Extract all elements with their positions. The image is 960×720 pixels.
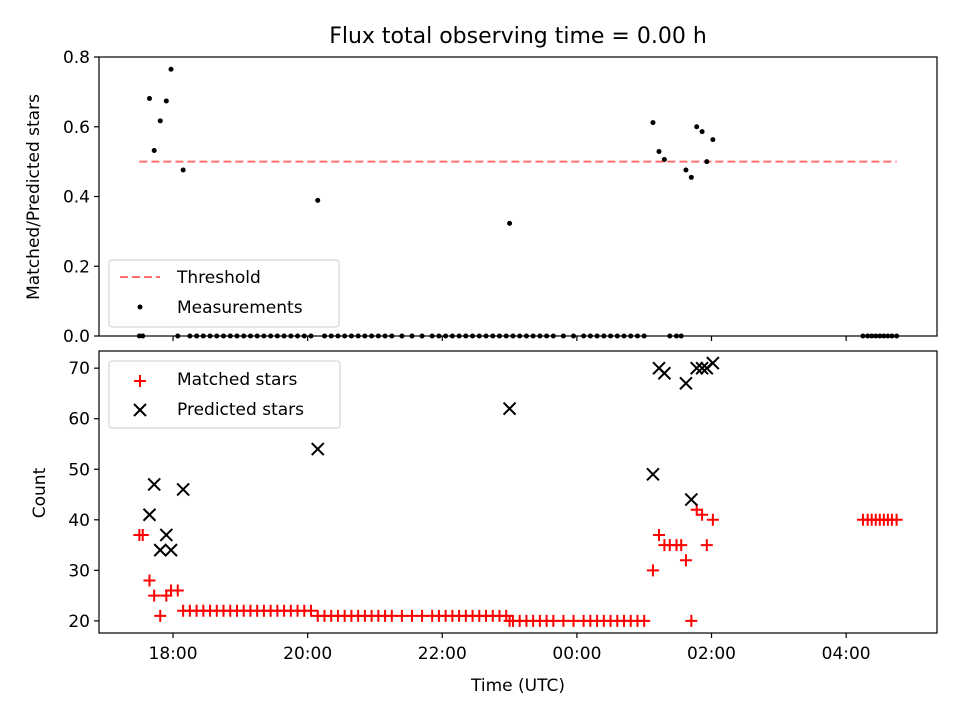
- bottom-plot-frame: [98, 350, 938, 634]
- measurement-point: [168, 66, 174, 72]
- matched-star-point: [646, 564, 659, 577]
- bottom-y-tick-label: 20: [68, 612, 90, 632]
- measurement-point: [163, 98, 169, 104]
- legend-measurements-label: Measurements: [177, 298, 303, 318]
- top-y-tick-label: 0.6: [63, 118, 90, 138]
- predicted-star-point: [706, 356, 720, 370]
- legend-predicted-label: Predicted stars: [177, 400, 304, 420]
- bottom-y-tick-label: 70: [68, 359, 90, 379]
- predicted-star-point: [159, 528, 174, 542]
- top-y-tick-label: 0.2: [63, 257, 90, 277]
- legend-predicted-swatch: [133, 403, 147, 417]
- top-legend: Threshold Measurements: [108, 259, 340, 328]
- bottom-y-tick-label: 30: [68, 561, 90, 581]
- legend-measurements-swatch: [137, 304, 143, 310]
- measurement-point: [650, 120, 656, 126]
- x-tick-label: 04:00: [822, 644, 871, 664]
- predicted-star-point: [142, 508, 157, 522]
- top-axis-ticks: 0.0 0.2 0.4 0.6 0.8: [63, 48, 847, 347]
- matched-star-point: [136, 528, 149, 541]
- predicted-star-point: [684, 492, 699, 507]
- matched-star-point: [385, 609, 398, 622]
- measurement-point: [157, 118, 163, 124]
- matched-star-point: [653, 528, 666, 541]
- matched-star-point: [154, 609, 167, 622]
- top-y-tick-label: 0.4: [63, 188, 90, 208]
- matched-star-point: [706, 513, 719, 526]
- x-tick-label: 22:00: [418, 644, 467, 664]
- top-y-tick-label: 0.8: [63, 48, 90, 68]
- predicted-star-point: [176, 482, 190, 497]
- matched-star-point: [890, 513, 903, 526]
- bottom-y-tick-label: 40: [68, 511, 90, 531]
- matched-star-point: [679, 554, 692, 567]
- bottom-legend: Matched stars Predicted stars: [108, 360, 341, 429]
- measurement-point: [146, 96, 152, 102]
- predicted-star-point: [311, 442, 325, 456]
- measurement-point: [683, 167, 689, 173]
- predicted-star-point: [657, 366, 672, 380]
- predicted-star-point: [153, 543, 167, 557]
- bottom-y-tick-label: 50: [68, 460, 90, 480]
- matched-star-point: [696, 508, 709, 521]
- matched-star-point: [171, 584, 184, 597]
- matched-star-point: [395, 609, 408, 622]
- bottom-y-axis-label: Count: [30, 467, 50, 518]
- bottom-axis-ticks: 20 30 40 50 60 70 18:00 20:00 22:00 00:00 02:00 04:…: [68, 359, 870, 664]
- matched-star-point: [416, 609, 429, 622]
- matched-star-point: [700, 539, 713, 552]
- top-plot-frame: [98, 56, 938, 337]
- matched-star-point: [638, 614, 651, 627]
- predicted-star-point: [147, 477, 161, 492]
- measurement-point: [704, 159, 710, 165]
- legend-matched-label: Matched stars: [177, 370, 297, 390]
- legend-matched-swatch: [134, 375, 146, 387]
- top-y-axis-label: Matched/Predicted stars: [24, 94, 44, 300]
- top-data-marks: [136, 66, 900, 339]
- measurement-point: [180, 167, 186, 173]
- x-tick-label: 18:00: [149, 644, 198, 664]
- measurement-point: [688, 174, 694, 180]
- matched-star-point: [557, 614, 570, 627]
- top-panel: 0.00.20.40.60.8 Matched/Predicted stars …: [24, 48, 938, 347]
- matched-star-point: [567, 614, 580, 627]
- predicted-star-point: [164, 543, 178, 557]
- measurement-point: [699, 129, 705, 135]
- top-y-tick-label: 0.0: [63, 327, 90, 347]
- predicted-star-point: [679, 376, 693, 391]
- x-tick-label: 20:00: [283, 644, 332, 664]
- measurement-point: [710, 137, 716, 143]
- predicted-star-point: [689, 361, 704, 375]
- legend-threshold-label: Threshold: [176, 268, 261, 288]
- bottom-legend-box: [108, 360, 341, 429]
- x-tick-label: 02:00: [687, 644, 736, 664]
- top-legend-box: [108, 259, 340, 328]
- bottom-data-marks: [133, 356, 903, 627]
- measurement-point: [151, 147, 157, 153]
- predicted-star-point: [502, 401, 517, 416]
- measurement-point: [694, 124, 700, 130]
- measurement-point: [656, 149, 662, 155]
- matched-star-point: [305, 604, 318, 617]
- matched-star-point: [143, 574, 156, 587]
- x-tick-label: 00:00: [552, 644, 601, 664]
- matched-star-point: [685, 614, 698, 627]
- matched-star-point: [405, 609, 418, 622]
- chart-title: Flux total observing time = 0.00 h: [329, 24, 707, 49]
- predicted-star-point: [695, 361, 709, 375]
- predicted-star-point: [646, 467, 660, 482]
- matched-star-point: [675, 539, 688, 552]
- x-axis-label: Time (UTC): [470, 676, 565, 696]
- matched-star-point: [547, 614, 560, 627]
- measurement-point: [661, 157, 667, 163]
- measurement-point: [315, 197, 321, 203]
- bottom-y-tick-label: 60: [68, 410, 90, 430]
- matched-star-point: [148, 589, 161, 602]
- measurement-point: [507, 220, 513, 226]
- bottom-panel: 20 30 40 50 60 70 18:00 20:00 22:00 00:00 02:00 04:…: [30, 350, 938, 696]
